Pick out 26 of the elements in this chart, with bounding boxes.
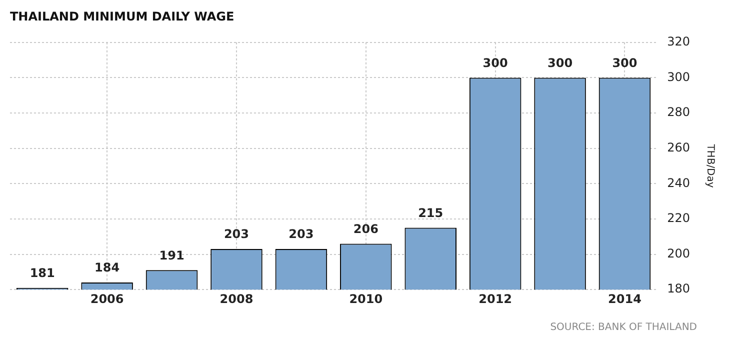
data-label: 181 (30, 266, 55, 280)
y-tick-label: 320 (667, 34, 690, 49)
data-label: 203 (224, 227, 250, 242)
x-tick-label: 2014 (608, 292, 642, 306)
data-label: 300 (548, 56, 573, 70)
data-label: 300 (612, 56, 638, 70)
x-tick-label: 2006 (90, 292, 124, 306)
y-tick-label: 200 (667, 246, 690, 260)
data-label: 206 (353, 222, 378, 236)
y-tick-label: 180 (667, 282, 690, 296)
y-tick-label: 260 (667, 140, 690, 154)
data-label: 203 (288, 227, 314, 242)
y-axis-title: THB/Day (704, 143, 716, 188)
chart-title: THAILAND MINIMUM DAILY WAGE (10, 9, 234, 24)
data-label: 215 (418, 206, 444, 220)
data-label: 191 (159, 248, 184, 262)
x-tick-label: 2010 (349, 292, 383, 306)
x-tick-label: 2008 (220, 292, 254, 306)
y-tick-label: 300 (667, 70, 690, 84)
data-label: 184 (94, 260, 120, 275)
y-tick-label: 240 (667, 176, 690, 190)
x-tick-label: 2012 (478, 292, 512, 306)
source-note: SOURCE: BANK OF THAILAND (550, 322, 698, 333)
data-label: 300 (482, 56, 508, 70)
y-tick-label: 220 (667, 211, 690, 226)
y-tick-label: 280 (667, 105, 690, 120)
